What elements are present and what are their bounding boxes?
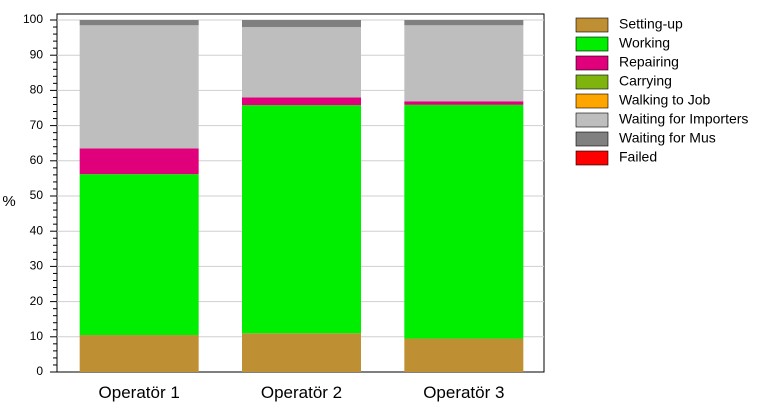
y-tick-label: 30	[30, 259, 44, 273]
legend-label: Failed	[619, 149, 657, 165]
legend-swatch-2	[575, 55, 609, 71]
bar-segment-6-2	[404, 20, 524, 26]
bar-segment-1-1	[242, 105, 361, 334]
y-tick-label: 80	[30, 83, 44, 97]
x-category-label: Operatör 2	[261, 383, 342, 402]
bar-segment-2-2	[404, 101, 524, 105]
bar-segment-2-0	[79, 148, 199, 175]
bar-segment-2-1	[242, 97, 361, 106]
bar-segment-0-2	[404, 338, 524, 372]
legend-label: Repairing	[619, 54, 679, 70]
legend-label: Waiting for Importers	[619, 111, 748, 127]
y-tick-label: 50	[30, 188, 44, 202]
y-tick-label: 40	[30, 223, 44, 237]
bar-segment-1-0	[79, 174, 199, 336]
x-category-label: Operatör 3	[423, 383, 504, 402]
bar-segment-6-0	[79, 20, 199, 26]
legend-swatch-6	[575, 131, 609, 147]
bar-segment-1-2	[404, 104, 524, 339]
legend-swatch-7	[575, 150, 609, 166]
x-axis: Operatör 1 Operatör 2 Operatör 3	[99, 383, 505, 402]
legend-label: Waiting for Mus	[619, 130, 716, 146]
bar-segment-5-0	[79, 25, 199, 149]
bars	[79, 20, 524, 372]
y-tick-label: 60	[30, 153, 44, 167]
y-tick-label: 0	[36, 364, 43, 378]
y-axis-title: %	[2, 193, 15, 210]
bar-segment-0-0	[79, 335, 199, 372]
y-tick-label: 20	[30, 294, 44, 308]
legend-swatch-4	[575, 93, 609, 109]
y-tick-label: 90	[30, 47, 44, 61]
bar-segment-0-1	[242, 333, 361, 372]
legend-label: Setting-up	[619, 16, 683, 32]
bar-segment-5-2	[404, 25, 524, 102]
legend-swatch-3	[575, 74, 609, 90]
y-tick-label: 10	[30, 329, 44, 343]
legend-swatch-1	[575, 36, 609, 52]
legend-label: Carrying	[619, 73, 672, 89]
legend-label: Working	[619, 35, 670, 51]
y-axis: 0 10 20 30 40 50 60 70 80 90 100	[23, 12, 57, 378]
y-tick-label: 70	[30, 118, 44, 132]
bar-segment-6-1	[242, 20, 361, 28]
legend-swatch-0	[575, 17, 609, 33]
legend-label: Walking to Job	[619, 92, 711, 108]
bar-segment-5-1	[242, 27, 361, 98]
legend: Setting-up Working Repairing Carrying Walkin…	[575, 16, 748, 166]
x-category-label: Operatör 1	[99, 383, 180, 402]
y-tick-label: 100	[23, 12, 43, 26]
legend-swatch-5	[575, 112, 609, 128]
